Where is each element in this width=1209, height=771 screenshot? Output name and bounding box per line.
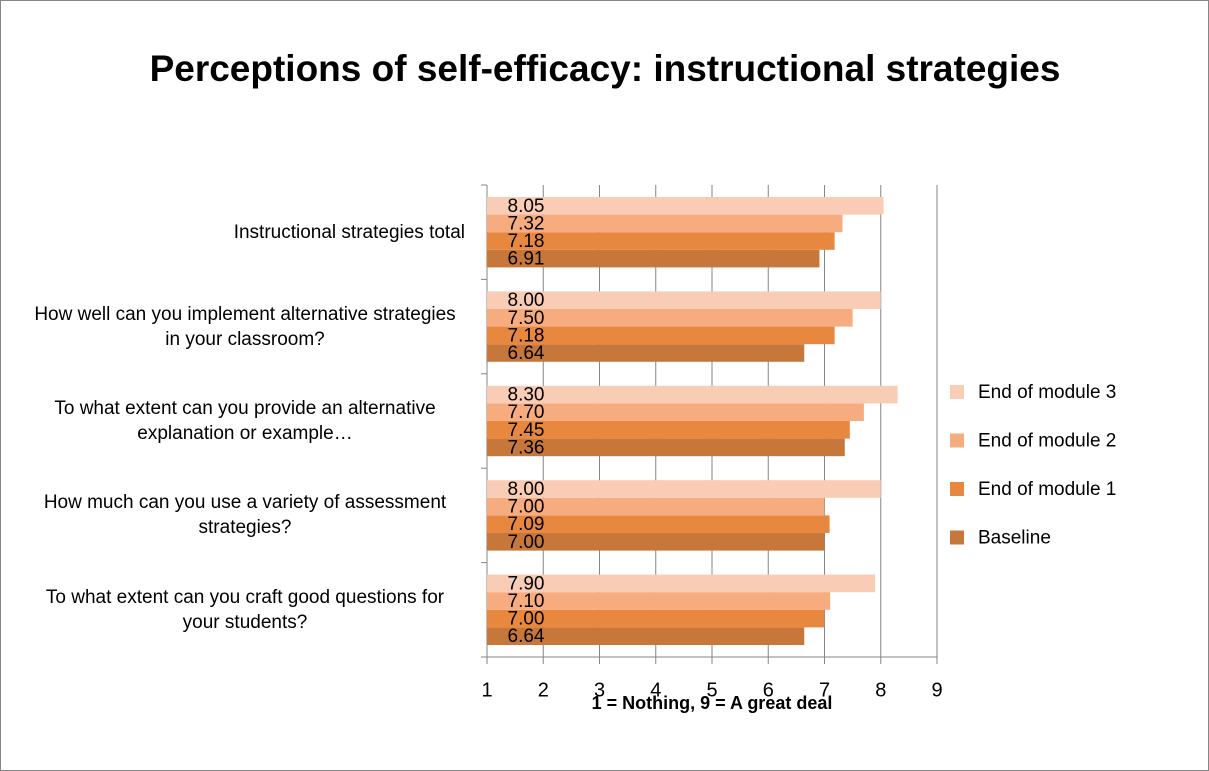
y-tick-label: How well can you implement alternative s… xyxy=(10,302,465,352)
y-tick-label: To what extent can you provide an altern… xyxy=(10,396,465,446)
bar xyxy=(487,344,805,362)
bar xyxy=(487,592,831,610)
x-tick-label: 4 xyxy=(650,679,661,701)
data-label: 7.70 xyxy=(508,402,545,423)
x-tick-label: 9 xyxy=(931,679,942,701)
y-tick-label: How much can you use a variety of assess… xyxy=(10,490,465,540)
y-tick-label: To what extent can you craft good questi… xyxy=(10,585,465,635)
y-tick-text: How much can you use a variety of assess… xyxy=(43,492,447,539)
legend-label: End of module 3 xyxy=(978,382,1116,403)
chart-title: Perceptions of self-efficacy: instructio… xyxy=(149,48,1061,89)
data-label: 8.00 xyxy=(508,290,545,311)
data-label: 7.00 xyxy=(508,497,545,518)
data-label: 7.18 xyxy=(508,231,545,252)
bar xyxy=(487,515,830,533)
data-label: 7.45 xyxy=(508,420,545,441)
legend-swatch xyxy=(950,433,964,448)
y-tick-text: To what extent can you provide an altern… xyxy=(54,398,436,444)
legend-swatch xyxy=(950,530,964,545)
bar xyxy=(487,326,835,345)
data-label: 7.09 xyxy=(508,514,545,535)
data-label: 7.00 xyxy=(508,532,545,553)
data-label: 6.64 xyxy=(508,626,545,647)
bar xyxy=(487,438,845,457)
data-label: 6.64 xyxy=(508,343,545,364)
data-label: 7.50 xyxy=(508,308,545,329)
x-tick-label: 7 xyxy=(819,679,830,701)
x-tick-label: 5 xyxy=(706,679,717,701)
data-label: 7.00 xyxy=(508,609,545,630)
data-label: 7.36 xyxy=(508,437,545,458)
data-label: 7.10 xyxy=(508,591,545,612)
data-label: 8.30 xyxy=(508,385,545,406)
bar xyxy=(487,627,805,645)
bar xyxy=(487,480,881,498)
bar xyxy=(487,385,898,404)
data-label: 8.00 xyxy=(508,479,545,500)
x-tick-label: 3 xyxy=(594,679,605,701)
bar xyxy=(487,403,864,421)
x-tick-label: 1 xyxy=(481,679,492,701)
legend-label: End of module 1 xyxy=(978,479,1116,500)
data-label: 7.90 xyxy=(508,573,545,594)
legend-label: End of module 2 xyxy=(978,431,1116,452)
x-tick-label: 6 xyxy=(763,679,774,701)
bar xyxy=(487,197,884,215)
legend-swatch xyxy=(950,385,964,399)
legend-swatch xyxy=(950,482,964,496)
data-label: 7.32 xyxy=(508,213,545,234)
data-label: 6.91 xyxy=(508,249,545,270)
x-tick-label: 2 xyxy=(538,679,549,701)
y-tick-label: Instructional strategies total xyxy=(10,220,465,245)
x-tick-label: 8 xyxy=(875,679,886,701)
bar xyxy=(487,533,825,551)
bar xyxy=(487,609,825,628)
y-tick-text: How well can you implement alternative s… xyxy=(34,303,456,350)
bar xyxy=(487,421,850,439)
bar xyxy=(487,232,835,250)
bar xyxy=(487,249,820,268)
bar xyxy=(487,309,853,327)
data-label: 7.18 xyxy=(508,325,545,346)
y-tick-text: To what extent can you craft good questi… xyxy=(45,586,445,633)
y-tick-text: Instructional strategies total xyxy=(233,221,465,243)
x-axis-title: 1 = Nothing, 9 = A great deal xyxy=(592,693,833,713)
bar xyxy=(487,497,825,516)
bar xyxy=(487,574,876,593)
legend-label: Baseline xyxy=(978,528,1051,549)
bar xyxy=(487,291,881,309)
bar xyxy=(487,214,843,233)
data-label: 8.05 xyxy=(508,196,545,217)
